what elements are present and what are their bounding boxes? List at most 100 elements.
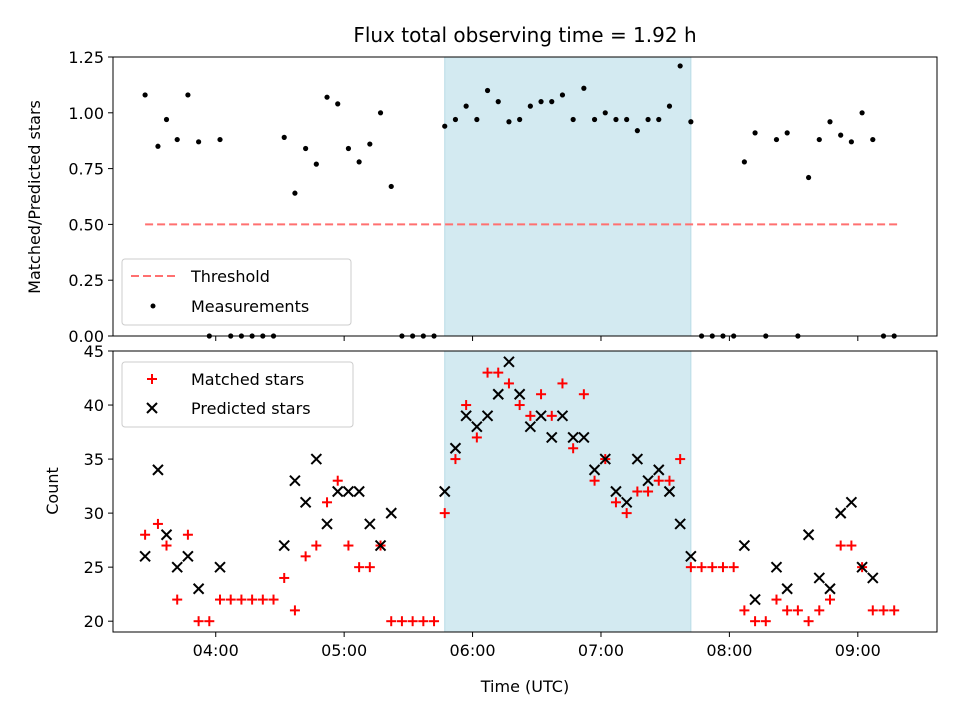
measurement-point [838, 132, 844, 138]
measurement-point [848, 139, 854, 145]
matched-star-point [717, 562, 728, 573]
matched-star-point [846, 540, 857, 551]
matched-star-point [803, 616, 814, 627]
predicted-star-point [192, 583, 205, 595]
matched-star-point [685, 562, 696, 573]
measurement-point [634, 128, 640, 134]
measurement-point [484, 87, 491, 94]
predicted-star-point [738, 539, 751, 552]
predicted-star-point [556, 410, 569, 422]
y-tick-label: 30 [84, 504, 104, 523]
legend-threshold-label: Threshold [190, 267, 270, 286]
measurement-point [313, 161, 319, 167]
predicted-star-point [824, 583, 836, 595]
measurement-point [805, 174, 812, 181]
x-tick-label: 09:00 [835, 641, 881, 660]
measurement-point [784, 130, 790, 136]
matched-star-point [429, 616, 440, 627]
x-axis-label: Time (UTC) [480, 677, 569, 696]
matched-star-point [782, 605, 793, 616]
measurement-point [452, 116, 459, 123]
matched-star-point [546, 410, 557, 421]
measurement-point [773, 136, 780, 143]
predicted-star-point [674, 518, 686, 530]
legend-measurements-swatch [150, 303, 156, 309]
measurement-point [677, 63, 683, 69]
y-tick-label: 0.00 [68, 327, 104, 346]
matched-star-point [322, 497, 333, 508]
predicted-star-point [845, 496, 858, 509]
predicted-star-point [332, 485, 344, 498]
matched-star-point [824, 594, 835, 605]
predicted-star-point [802, 529, 815, 541]
top-legend: Threshold Measurements [121, 258, 352, 326]
matched-star-point [225, 594, 236, 605]
predicted-star-point [578, 431, 590, 444]
measurement-point [324, 94, 330, 100]
measurement-point [185, 92, 191, 98]
matched-star-point [557, 378, 568, 389]
measurement-point [624, 116, 630, 123]
y-tick-label: 1.25 [68, 48, 104, 67]
measurement-point [217, 136, 223, 143]
matched-star-point [643, 486, 654, 497]
matched-star-point [396, 616, 407, 627]
matched-star-point [332, 475, 343, 486]
matched-star-point [343, 540, 354, 551]
matched-star-point [152, 518, 163, 529]
x-tick-label: 06:00 [450, 641, 496, 660]
matched-star-point [182, 529, 193, 540]
legend-matched-label: Matched stars [191, 370, 304, 389]
measurement-point [142, 92, 148, 98]
matched-star-point [204, 616, 215, 627]
predicted-star-point [460, 410, 472, 422]
predicted-star-point [546, 431, 558, 444]
measurement-point [752, 130, 758, 136]
predicted-star-point [353, 485, 365, 498]
matched-stars-series [140, 367, 900, 627]
measurement-point [303, 145, 309, 152]
predicted-star-point [749, 593, 761, 606]
matched-star-point [578, 389, 589, 400]
predicted-star-point [781, 583, 793, 595]
observing-span-band [444, 350, 692, 633]
matched-star-point [172, 594, 183, 605]
x-tick-label: 08:00 [706, 641, 752, 660]
legend-measurements-label: Measurements [191, 297, 309, 316]
bottom-y-axis-label: Count [43, 467, 62, 515]
matched-star-point [300, 551, 311, 562]
predicted-star-point [770, 561, 783, 573]
measurement-point [870, 136, 876, 143]
measurement-point [816, 136, 822, 143]
matched-star-point [407, 616, 418, 627]
y-tick-label: 35 [84, 450, 104, 469]
predicted-star-point [374, 539, 387, 552]
matched-star-point [771, 594, 782, 605]
top-axes-frame [112, 56, 938, 337]
matched-star-point [289, 605, 300, 616]
matched-star-point [257, 594, 268, 605]
measurement-point [517, 116, 523, 123]
bottom-legend: Matched stars Predicted stars [121, 361, 354, 428]
measurement-point [581, 85, 587, 91]
predicted-star-point [139, 550, 151, 563]
matched-star-point [418, 616, 429, 627]
matched-star-point [835, 540, 846, 551]
predicted-stars-series [139, 356, 879, 606]
bottom-legend-box [121, 361, 354, 428]
measurement-point [335, 101, 341, 107]
matched-star-point [814, 605, 825, 616]
bottom-observing-span [444, 350, 692, 633]
predicted-star-point [449, 442, 462, 454]
predicted-star-point [503, 356, 515, 368]
matched-star-point [247, 594, 258, 605]
matched-star-point [354, 562, 365, 573]
matched-star-point [311, 540, 322, 551]
measurement-point [506, 119, 512, 125]
y-tick-label: 0.75 [68, 160, 104, 179]
top-y-ticks: 0.00 0.25 0.50 0.75 1.00 1.25 [68, 48, 113, 346]
measurement-point [281, 134, 287, 140]
matched-star-point [589, 475, 600, 486]
y-tick-label: 1.00 [68, 104, 104, 123]
top-x-ticks [215, 336, 859, 341]
